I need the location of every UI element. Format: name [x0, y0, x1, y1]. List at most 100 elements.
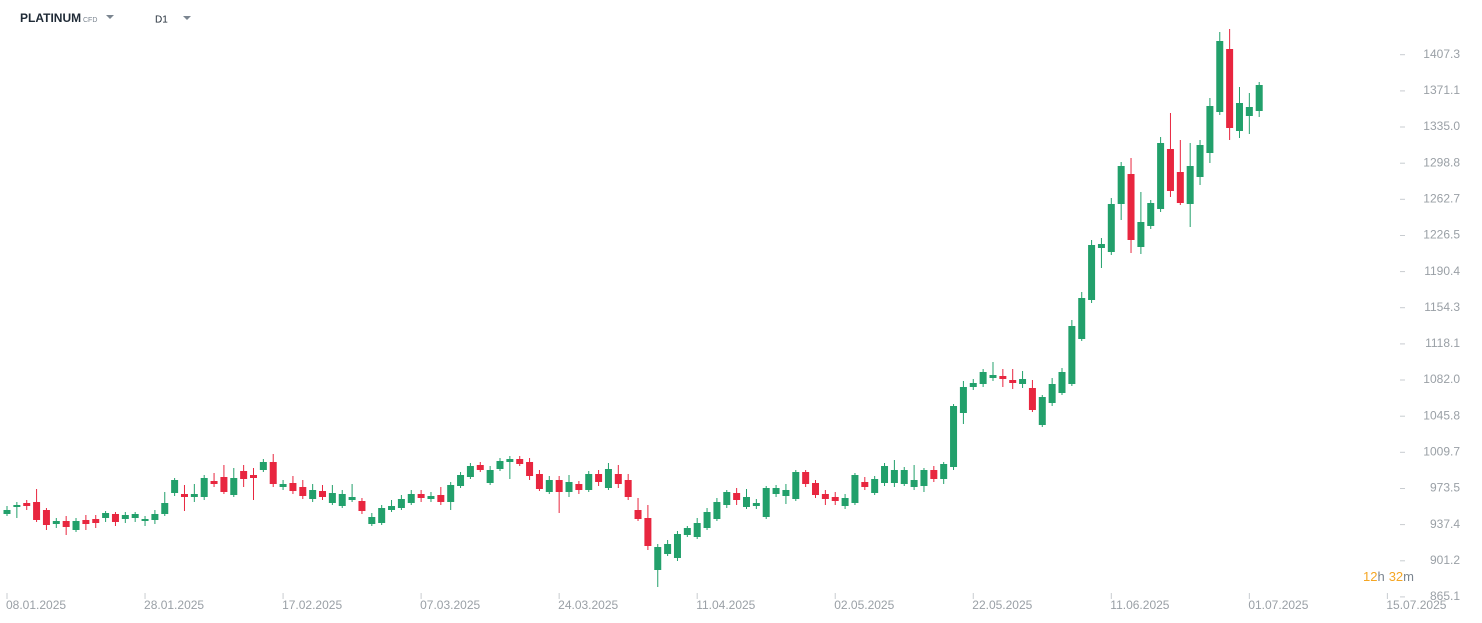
candle-body: [604, 469, 612, 488]
candle-body: [624, 480, 632, 497]
y-tick-label: 1082.0: [1423, 372, 1460, 386]
candle-body: [289, 483, 297, 491]
candle-body: [13, 505, 21, 507]
candle-body: [644, 518, 652, 546]
candle-body: [1147, 203, 1155, 226]
candle-body: [1117, 166, 1125, 204]
candle-body: [959, 387, 967, 413]
candle-body: [762, 488, 770, 517]
chart-title: PLATINUM: [20, 11, 81, 25]
x-tick-label: 02.05.2025: [834, 598, 894, 612]
candle-body: [466, 466, 474, 477]
candle-body: [920, 470, 928, 486]
x-tick-label: 28.01.2025: [144, 598, 204, 612]
candle-body: [111, 514, 119, 522]
candle-body: [388, 506, 396, 510]
x-tick-label: 17.02.2025: [282, 598, 342, 612]
symbol-selector[interactable]: PLATINUM CFD: [20, 11, 114, 25]
candle-body: [871, 479, 879, 493]
candle-body: [240, 471, 248, 479]
candle-body: [447, 485, 455, 502]
candle-body: [831, 497, 839, 501]
y-tick-label: 901.2: [1430, 553, 1460, 567]
candle-body: [950, 406, 958, 467]
candle-body: [437, 495, 445, 502]
candle-body: [1127, 174, 1135, 240]
candle-body: [1206, 106, 1214, 153]
candle-body: [555, 480, 563, 492]
candle-body: [131, 514, 139, 518]
candle-body: [1226, 49, 1234, 128]
candle-body: [62, 521, 70, 527]
candle-body: [200, 478, 208, 497]
candle-body: [328, 493, 336, 503]
candle-body: [141, 519, 149, 521]
candle-body: [1097, 244, 1105, 248]
candle-body: [910, 480, 918, 487]
candle-body: [693, 523, 701, 537]
y-tick-label: 1335.0: [1423, 119, 1460, 133]
x-tick-label: 24.03.2025: [558, 598, 618, 612]
candle-body: [1216, 41, 1224, 112]
candle-body: [1157, 143, 1165, 209]
candle-body: [575, 484, 583, 490]
candle-body: [506, 459, 514, 462]
candle-body: [585, 474, 593, 490]
candle-body: [52, 521, 60, 524]
candle-body: [999, 376, 1007, 379]
candle-body: [151, 514, 159, 520]
candle-body: [890, 470, 898, 483]
candle-body: [841, 498, 849, 506]
y-tick-label: 1371.1: [1423, 83, 1460, 97]
x-tick-label: 11.06.2025: [1110, 598, 1169, 612]
candle-body: [92, 519, 100, 523]
x-tick-label: 08.01.2025: [6, 598, 66, 612]
y-tick-label: 1262.7: [1423, 191, 1460, 205]
candle-body: [683, 528, 691, 535]
candle-body: [427, 496, 435, 499]
candle-body: [821, 494, 829, 499]
candle-body: [733, 493, 741, 500]
candle-body: [742, 497, 750, 507]
candle-body: [1078, 298, 1086, 339]
candle-body: [1038, 397, 1046, 425]
candle-body: [171, 480, 179, 493]
candle-body: [752, 503, 760, 506]
candle-body: [634, 510, 642, 519]
timeframe-selector[interactable]: D1: [155, 15, 191, 26]
candle-body: [1137, 222, 1145, 247]
candle-body: [102, 513, 110, 518]
candle-body: [309, 490, 317, 499]
dropdown-arrow: [183, 16, 191, 20]
candle-body: [1255, 85, 1263, 111]
x-tick-label: 11.04.2025: [696, 598, 755, 612]
candle-body: [940, 464, 948, 479]
candle-body: [1088, 245, 1096, 300]
candle-body: [673, 534, 681, 558]
y-tick-label: 937.4: [1430, 517, 1460, 531]
candle-body: [259, 462, 267, 470]
dropdown-arrow: [106, 15, 114, 19]
candle-body: [969, 383, 977, 387]
candle-body: [220, 477, 228, 492]
candle-body: [1009, 380, 1017, 383]
candle-body: [664, 544, 672, 554]
candle-body: [269, 462, 277, 484]
candle-body: [457, 475, 465, 486]
candle-body: [486, 470, 494, 483]
y-tick-label: 1298.8: [1423, 155, 1460, 169]
countdown-minutes: 32: [1389, 569, 1403, 584]
candle-body: [23, 503, 31, 506]
timeframe: D1: [155, 15, 168, 26]
candle-body: [397, 499, 405, 508]
candle-body: [851, 475, 859, 503]
candle-body: [772, 488, 780, 494]
candle-body: [1107, 204, 1115, 252]
candle-body: [802, 472, 810, 484]
candle-body: [42, 510, 50, 525]
candle-body: [812, 483, 820, 495]
candle-body: [979, 372, 987, 384]
candle-body: [3, 510, 11, 514]
candle-body: [82, 520, 90, 524]
